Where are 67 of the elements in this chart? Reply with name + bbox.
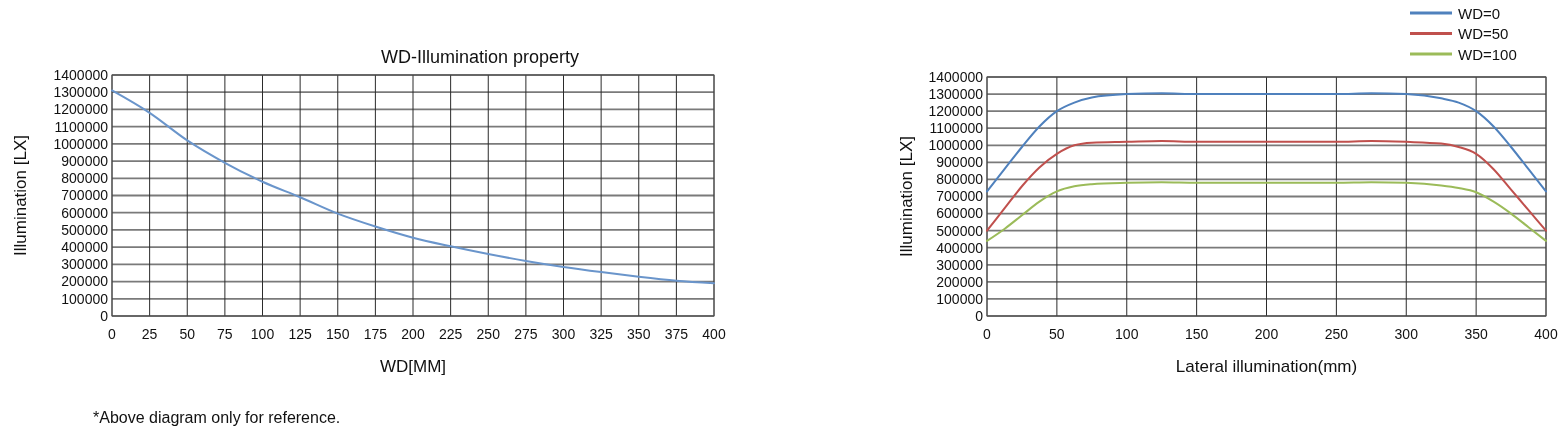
y-tick-label: 300000 xyxy=(936,256,984,273)
x-tick-label: 400 xyxy=(702,326,726,342)
y-tick-label: 100000 xyxy=(936,290,984,307)
y-tick-label: 700000 xyxy=(61,187,109,204)
y-tick-label: 1000000 xyxy=(928,137,984,154)
line-series xyxy=(111,89,715,285)
y-tick-label: 600000 xyxy=(936,205,984,222)
y-tick-label: 900000 xyxy=(936,154,984,171)
y-tick-label: 200000 xyxy=(61,273,109,290)
y-tick-label: 400000 xyxy=(936,239,984,256)
y-tick-label: 100000 xyxy=(61,290,109,307)
y-axis-title: Illumination [LX] xyxy=(10,135,30,256)
x-tick-label: 300 xyxy=(551,326,576,342)
y-tick-label: 200000 xyxy=(936,273,984,290)
x-tick-label: 375 xyxy=(664,326,689,342)
x-tick-label: 250 xyxy=(476,326,501,342)
y-axis-title: Illumination [LX] xyxy=(896,136,916,257)
y-tick-label: 600000 xyxy=(61,204,109,221)
y-tick-label: 1100000 xyxy=(54,118,109,135)
legend-label: WD=0 xyxy=(1458,4,1501,22)
y-tick-label: 1300000 xyxy=(53,84,109,101)
x-tick-label: 75 xyxy=(217,326,233,342)
x-tick-label: 350 xyxy=(1464,326,1489,342)
x-tick-label: 325 xyxy=(589,326,614,342)
y-tick-label: 1300000 xyxy=(928,85,984,102)
y-tick-label: 500000 xyxy=(61,221,109,238)
y-tick-label: 1100000 xyxy=(929,120,984,137)
x-axis-title: Lateral illumination(mm) xyxy=(1175,357,1358,376)
y-tick-label: 1400000 xyxy=(53,66,109,83)
x-tick-label: 400 xyxy=(1534,326,1558,342)
y-tick-label: 1200000 xyxy=(928,103,984,120)
x-tick-label: 300 xyxy=(1394,326,1419,342)
x-axis-title: WD[MM] xyxy=(379,357,447,376)
y-tick-label: 800000 xyxy=(61,170,109,187)
x-tick-label: 100 xyxy=(1115,326,1139,342)
line-series xyxy=(986,140,1547,232)
x-tick-label: 200 xyxy=(1254,326,1279,342)
line-series xyxy=(986,92,1547,193)
x-tick-label: 125 xyxy=(288,326,313,342)
x-tick-label: 350 xyxy=(627,326,651,342)
x-tick-label: 150 xyxy=(1184,326,1209,342)
y-tick-label: 300000 xyxy=(61,256,109,273)
y-tick-label: 0 xyxy=(100,307,109,324)
x-tick-label: 250 xyxy=(1324,326,1349,342)
y-tick-label: 1000000 xyxy=(53,135,109,152)
x-tick-label: 275 xyxy=(514,326,538,342)
y-tick-label: 700000 xyxy=(936,188,984,205)
x-tick-label: 175 xyxy=(363,326,388,342)
x-tick-label: 100 xyxy=(250,326,275,342)
y-tick-label: 1400000 xyxy=(928,68,984,85)
y-tick-label: 900000 xyxy=(61,152,109,169)
y-tick-label: 400000 xyxy=(61,239,109,256)
x-tick-label: 200 xyxy=(401,326,425,342)
y-tick-label: 500000 xyxy=(936,222,984,239)
text: *Above diagram only for reference. xyxy=(93,409,341,426)
x-tick-label: 225 xyxy=(438,326,463,342)
x-tick-label: 150 xyxy=(326,326,350,342)
x-tick-label: 25 xyxy=(141,326,158,342)
chart-title: WD-Illumination property xyxy=(380,47,580,67)
y-tick-label: 1200000 xyxy=(53,101,109,118)
line-series xyxy=(986,181,1547,242)
legend-label: WD=50 xyxy=(1458,25,1509,42)
x-tick-label: 50 xyxy=(1049,326,1065,342)
y-tick-label: 0 xyxy=(975,307,984,324)
legend-label: WD=100 xyxy=(1458,45,1517,63)
y-tick-label: 800000 xyxy=(936,171,984,188)
x-tick-label: 50 xyxy=(179,326,196,342)
